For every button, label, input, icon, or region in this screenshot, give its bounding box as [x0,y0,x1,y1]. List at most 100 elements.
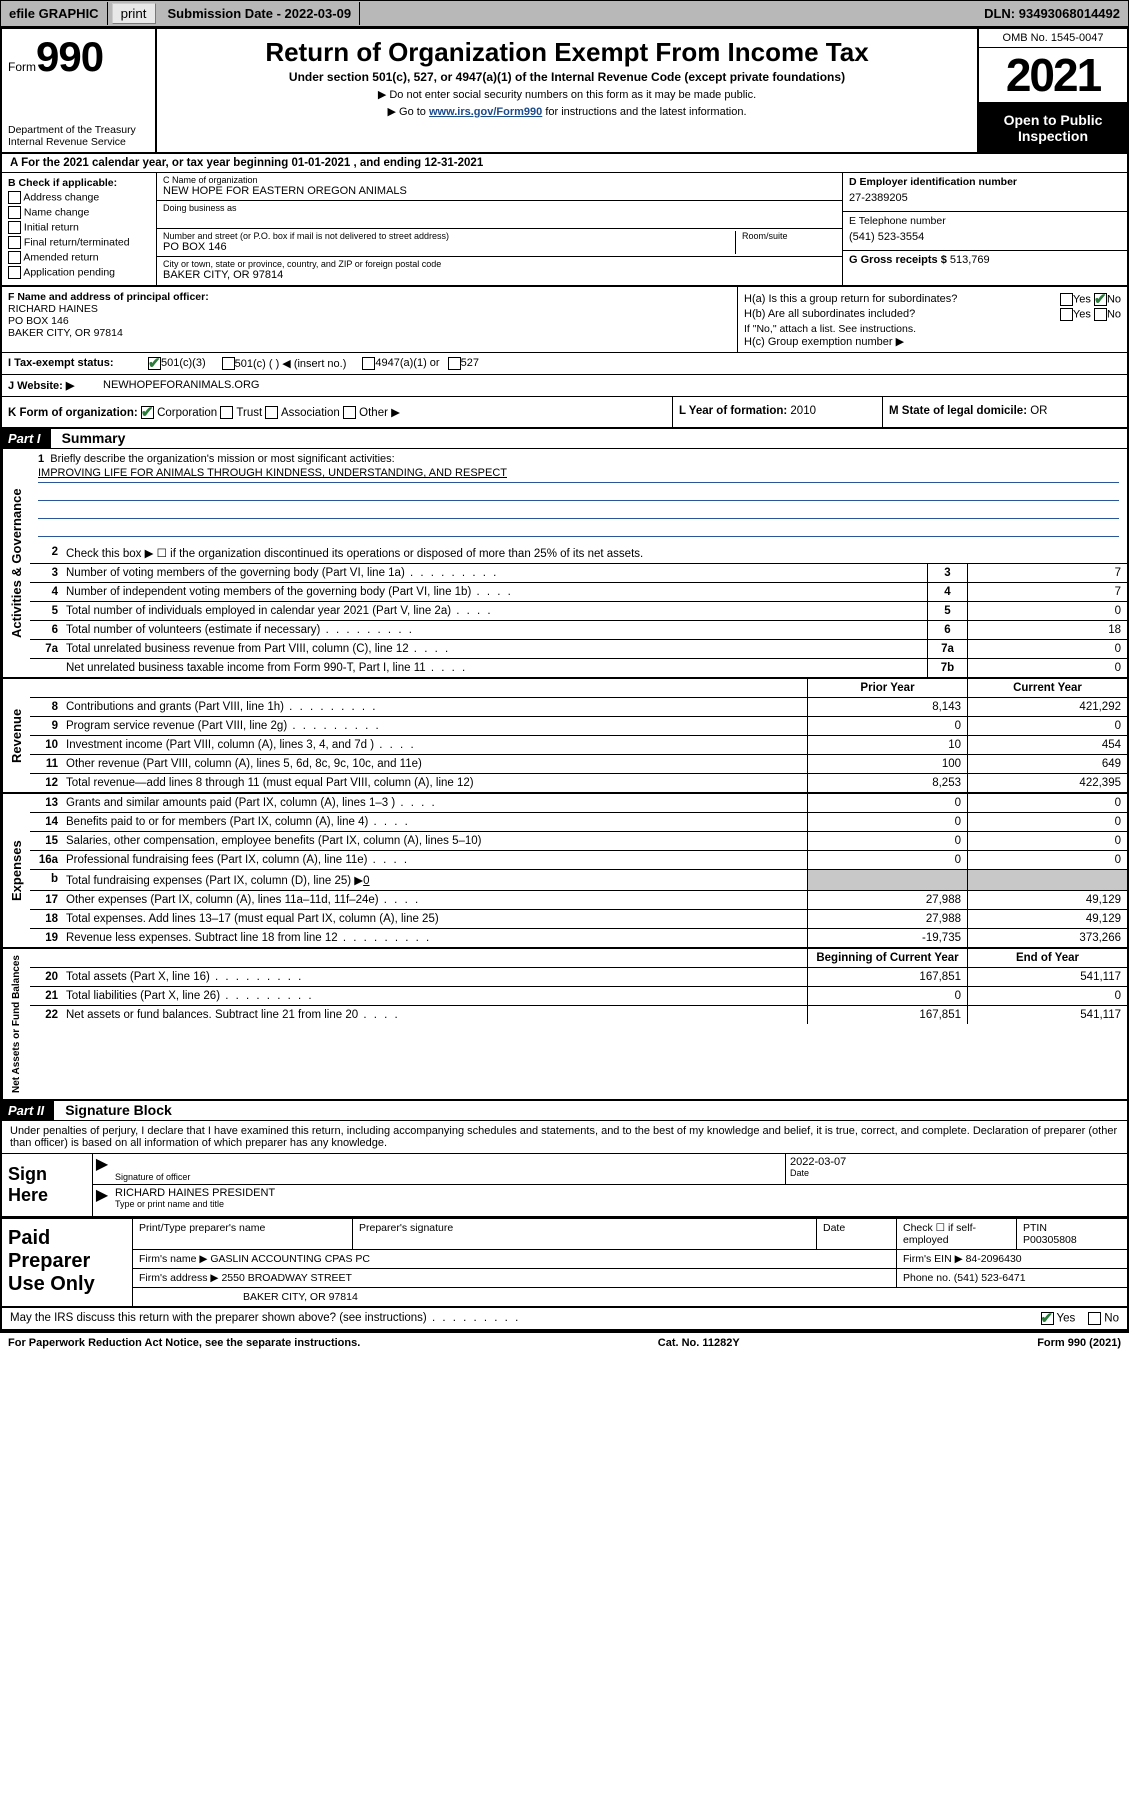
l-cell: L Year of formation: 2010 [672,397,882,427]
k-cell: K Form of organization: Corporation Trus… [2,397,672,427]
vtab-expenses: Expenses [2,794,30,947]
b-label: B Check if applicable: [8,177,150,189]
hdr-end: End of Year [967,949,1127,967]
line7a: Total unrelated business revenue from Pa… [62,640,927,658]
ha-yes[interactable] [1060,293,1073,306]
street-value: PO BOX 146 [163,241,729,253]
topbar: efile GRAPHIC print Submission Date - 20… [0,0,1129,27]
form-header: Form990 Department of the Treasury Inter… [2,29,1127,154]
ha-no[interactable] [1094,293,1107,306]
chk-501c3[interactable] [148,357,161,370]
form-prefix: Form [8,60,36,74]
signature-block: Under penalties of perjury, I declare th… [2,1121,1127,1331]
line15: Salaries, other compensation, employee b… [62,832,807,850]
chk-other[interactable] [343,406,356,419]
line3: Number of voting members of the governin… [62,564,927,582]
col-c: C Name of organization NEW HOPE FOR EAST… [157,173,842,285]
line18: Total expenses. Add lines 13–17 (must eq… [62,910,807,928]
chk-app-pending[interactable]: Application pending [8,266,150,279]
line16b: Total fundraising expenses (Part IX, col… [62,870,807,890]
dept-label: Department of the Treasury [8,124,149,136]
hb-no[interactable] [1094,308,1107,321]
firm-name: GASLIN ACCOUNTING CPAS PC [210,1253,370,1265]
sig-date: 2022-03-07 [790,1156,1123,1168]
hdr-curr: Current Year [967,679,1127,697]
vtab-netassets: Net Assets or Fund Balances [2,949,30,1099]
discuss-no[interactable] [1088,1312,1101,1325]
chk-corp[interactable] [141,406,154,419]
m-cell: M State of legal domicile: OR [882,397,1127,427]
line16a: Professional fundraising fees (Part IX, … [62,851,807,869]
col-b: B Check if applicable: Address change Na… [2,173,157,285]
line21: Total liabilities (Part X, line 26) [62,987,807,1005]
hb-label: H(b) Are all subordinates included? [744,308,915,321]
chk-assoc[interactable] [265,406,278,419]
revenue-section: Revenue Prior YearCurrent Year 8Contribu… [2,679,1127,794]
chk-amended[interactable]: Amended return [8,251,150,264]
chk-trust[interactable] [220,406,233,419]
open-to-public: Open to Public Inspection [979,104,1127,152]
line11: Other revenue (Part VIII, column (A), li… [62,755,807,773]
sign-here-label: Sign Here [2,1154,92,1216]
discuss-text: May the IRS discuss this return with the… [10,1312,1041,1325]
penalty-statement: Under penalties of perjury, I declare th… [2,1121,1127,1154]
header-left: Form990 Department of the Treasury Inter… [2,29,157,152]
org-name: NEW HOPE FOR EASTERN OREGON ANIMALS [163,185,836,197]
sig-officer-label: Signature of officer [115,1172,781,1182]
hdr-begin: Beginning of Current Year [807,949,967,967]
line12: Total revenue—add lines 8 through 11 (mu… [62,774,807,792]
part2-badge: Part II [2,1101,54,1120]
paperwork-notice: For Paperwork Reduction Act Notice, see … [8,1337,360,1349]
gross-receipts: 513,769 [950,254,990,266]
efile-label: efile GRAPHIC [1,2,108,25]
f-label: F Name and address of principal officer: [8,291,731,303]
form-number: 990 [36,33,103,80]
chk-final-return[interactable]: Final return/terminated [8,236,150,249]
e-label: E Telephone number [849,215,1121,227]
chk-name-change[interactable]: Name change [8,206,150,219]
period-row: A For the 2021 calendar year, or tax yea… [2,154,1127,173]
dba-label: Doing business as [163,203,836,213]
line22: Net assets or fund balances. Subtract li… [62,1006,807,1024]
cat-no: Cat. No. 11282Y [658,1337,740,1349]
officer-name-title: RICHARD HAINES PRESIDENT [115,1187,1123,1199]
page-footer: For Paperwork Reduction Act Notice, see … [0,1333,1129,1353]
print-button[interactable]: print [112,3,156,24]
line14: Benefits paid to or for members (Part IX… [62,813,807,831]
chk-501c[interactable] [222,357,235,370]
expenses-section: Expenses 13Grants and similar amounts pa… [2,794,1127,949]
irs-link[interactable]: www.irs.gov/Form990 [429,106,542,118]
ssn-warning: ▶ Do not enter social security numbers o… [167,88,967,101]
header-title-block: Return of Organization Exempt From Incom… [157,29,977,152]
v6: 18 [967,621,1127,639]
hb-yes[interactable] [1060,308,1073,321]
governance-section: Activities & Governance 1 Briefly descri… [2,449,1127,679]
d-label: D Employer identification number [849,176,1121,188]
chk-initial-return[interactable]: Initial return [8,221,150,234]
net-assets-section: Net Assets or Fund Balances Beginning of… [2,949,1127,1101]
line1-label: Briefly describe the organization's miss… [50,453,394,465]
mission-text: IMPROVING LIFE FOR ANIMALS THROUGH KINDN… [38,467,1119,483]
goto-line: ▶ Go to www.irs.gov/Form990 for instruct… [167,105,967,118]
sig-arrow-icon: ▶ [93,1154,111,1184]
j-row: J Website: ▶ NEWHOPEFORANIMALS.ORG [2,375,1127,397]
form-990: Form990 Department of the Treasury Inter… [0,27,1129,1333]
chk-527[interactable] [448,357,461,370]
fh-row: F Name and address of principal officer:… [2,287,1127,353]
discuss-yes[interactable] [1041,1312,1054,1325]
paid-preparer: Paid Preparer Use Only Print/Type prepar… [2,1217,1127,1308]
phone-value: (541) 523-3554 [849,227,1121,247]
vtab-governance: Activities & Governance [2,449,30,677]
irs-discuss-row: May the IRS discuss this return with the… [2,1308,1127,1331]
c-name-label: C Name of organization [163,175,836,185]
line8: Contributions and grants (Part VIII, lin… [62,698,807,716]
line19: Revenue less expenses. Subtract line 18 … [62,929,807,947]
line4: Number of independent voting members of … [62,583,927,601]
hb-note: If "No," attach a list. See instructions… [744,323,1121,335]
sig-date-label: Date [790,1168,1123,1178]
part1-header: Part I Summary [2,429,1127,449]
chk-4947[interactable] [362,357,375,370]
ha-label: H(a) Is this a group return for subordin… [744,293,957,306]
line17: Other expenses (Part IX, column (A), lin… [62,891,807,909]
chk-address-change[interactable]: Address change [8,191,150,204]
